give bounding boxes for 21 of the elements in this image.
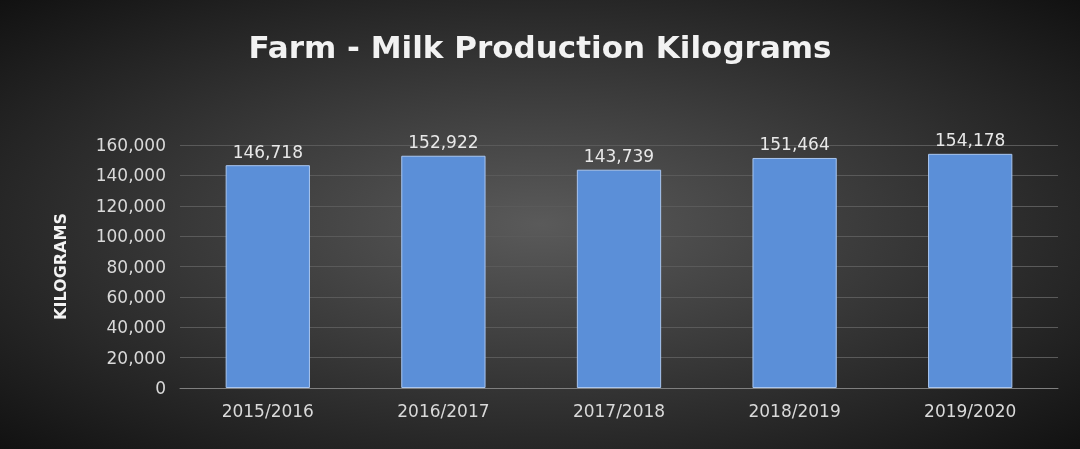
y-tick-label: 80,000	[106, 256, 166, 277]
chart-title: Farm - Milk Production Kilograms	[248, 28, 832, 65]
y-tick-label: 40,000	[106, 317, 166, 338]
data-label: 154,178	[935, 130, 1006, 151]
x-tick-label: 2016/2017	[397, 400, 490, 421]
data-label: 146,718	[232, 141, 303, 162]
x-tick-label: 2018/2019	[748, 400, 841, 421]
x-tick-label: 2017/2018	[572, 400, 666, 421]
data-label: 143,739	[583, 146, 655, 167]
data-label: 151,464	[759, 134, 830, 155]
x-tick-label: 2019/2020	[924, 400, 1017, 421]
y-tick-label: 60,000	[106, 286, 166, 307]
x-tick-label: 2015/2016	[221, 400, 314, 421]
y-tick-label: 120,000	[95, 195, 166, 216]
y-tick-label: 20,000	[106, 347, 166, 368]
y-tick-label: 0	[155, 378, 166, 398]
y-tick-label: 160,000	[95, 135, 166, 155]
data-label: 152,922	[408, 132, 479, 153]
y-axis-title: KILOGRAMS	[50, 213, 70, 320]
y-tick-label: 100,000	[95, 226, 166, 247]
y-tick-label: 140,000	[95, 165, 166, 186]
